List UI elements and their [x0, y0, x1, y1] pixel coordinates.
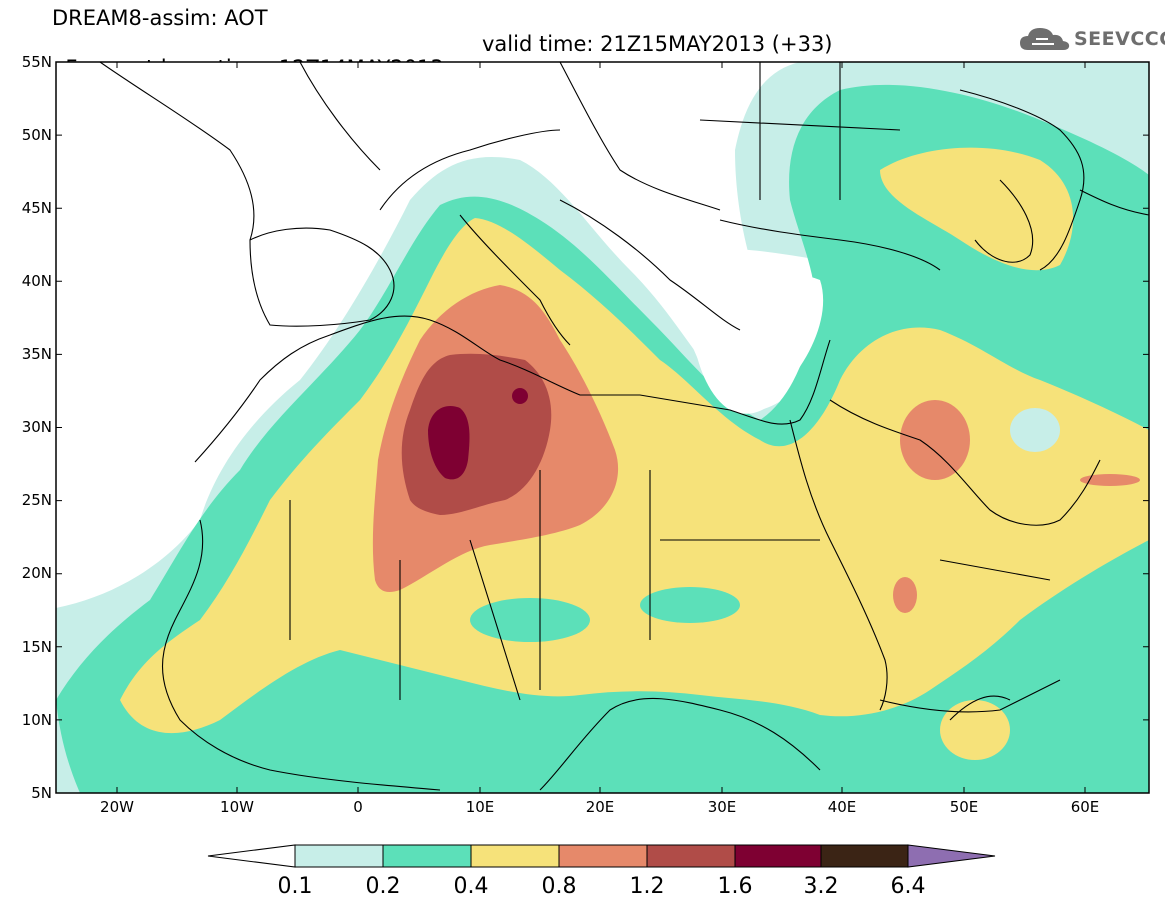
lon-label: 60E [1071, 798, 1100, 816]
aot-band-1.6 [428, 406, 470, 480]
chart-title: DREAM8-assim: AOT [52, 6, 268, 30]
lat-label: 15N [22, 638, 52, 656]
cloud-icon [1020, 28, 1070, 50]
lon-label: 20W [100, 798, 134, 816]
colorbar-bin [820, 844, 909, 868]
lat-label: 30N [22, 418, 52, 436]
lon-label: 0 [353, 798, 363, 816]
colorbar-bin [558, 844, 648, 868]
colorbar-bin [382, 844, 472, 868]
coastlines [99, 62, 1149, 791]
lon-label: 10E [466, 798, 495, 816]
seevccc-logo: SEEVCCC [1018, 24, 1165, 54]
lat-label: 55N [22, 53, 52, 71]
colorbar-labels: 0.1 0.2 0.4 0.8 1.2 1.6 3.2 6.4 [278, 874, 926, 899]
aot-island-cyan [1010, 408, 1060, 452]
lat-label: 25N [22, 491, 52, 509]
lat-label: 50N [22, 126, 52, 144]
lon-axis-labels: 20W 10W 0 10E 20E 30E 40E 50E 60E [100, 798, 1099, 816]
colorbar-bin [734, 844, 822, 868]
colorbar-label: 0.1 [278, 874, 313, 899]
colorbar-label: 1.6 [718, 874, 753, 899]
aot-patch-yellow-somalia [940, 700, 1010, 760]
lat-label: 20N [22, 564, 52, 582]
aot-patch-yellow-caspian [880, 147, 1074, 271]
colorbar-label: 0.8 [542, 874, 577, 899]
aot-patch-orange-iraq [900, 400, 970, 480]
aot-island-green-2 [640, 587, 740, 623]
lon-label: 40E [828, 798, 857, 816]
lat-label: 5N [31, 784, 52, 802]
colorbar-under-arrow [207, 844, 296, 868]
colorbar-label: 1.2 [630, 874, 665, 899]
colorbar-label: 3.2 [804, 874, 839, 899]
aot-fields [56, 62, 1149, 793]
aot-patch-orange-sea [1080, 474, 1140, 486]
colorbar-label: 0.4 [454, 874, 489, 899]
colorbar-bin [294, 844, 384, 868]
lon-label: 50E [950, 798, 979, 816]
aot-patch-orange-arabia [893, 577, 917, 613]
aot-band-0.4 [120, 218, 1149, 734]
colorbar-label: 0.2 [366, 874, 401, 899]
colorbar-bin [646, 844, 736, 868]
colorbar-bin [470, 844, 560, 868]
axis-ticks [56, 61, 1149, 794]
lat-axis-labels: 55N 50N 45N 40N 35N 30N 25N 20N 15N 10N … [22, 53, 52, 802]
colorbar-label: 6.4 [891, 874, 926, 899]
colorbar-over-arrow [907, 844, 996, 868]
aot-spot-1.6-small [512, 388, 528, 404]
lon-label: 10W [220, 798, 254, 816]
aot-island-green-1 [470, 598, 590, 642]
valid-time-text: valid time: 21Z15MAY2013 (+33) [482, 32, 833, 56]
lat-label: 10N [22, 711, 52, 729]
lat-label: 45N [22, 199, 52, 217]
lat-label: 35N [22, 345, 52, 363]
lon-label: 30E [708, 798, 737, 816]
aot-clear-mediterranean [690, 271, 824, 414]
lon-label: 20E [586, 798, 615, 816]
lat-label: 40N [22, 272, 52, 290]
logo-text: SEEVCCC [1074, 28, 1165, 50]
colorbar [207, 844, 996, 868]
